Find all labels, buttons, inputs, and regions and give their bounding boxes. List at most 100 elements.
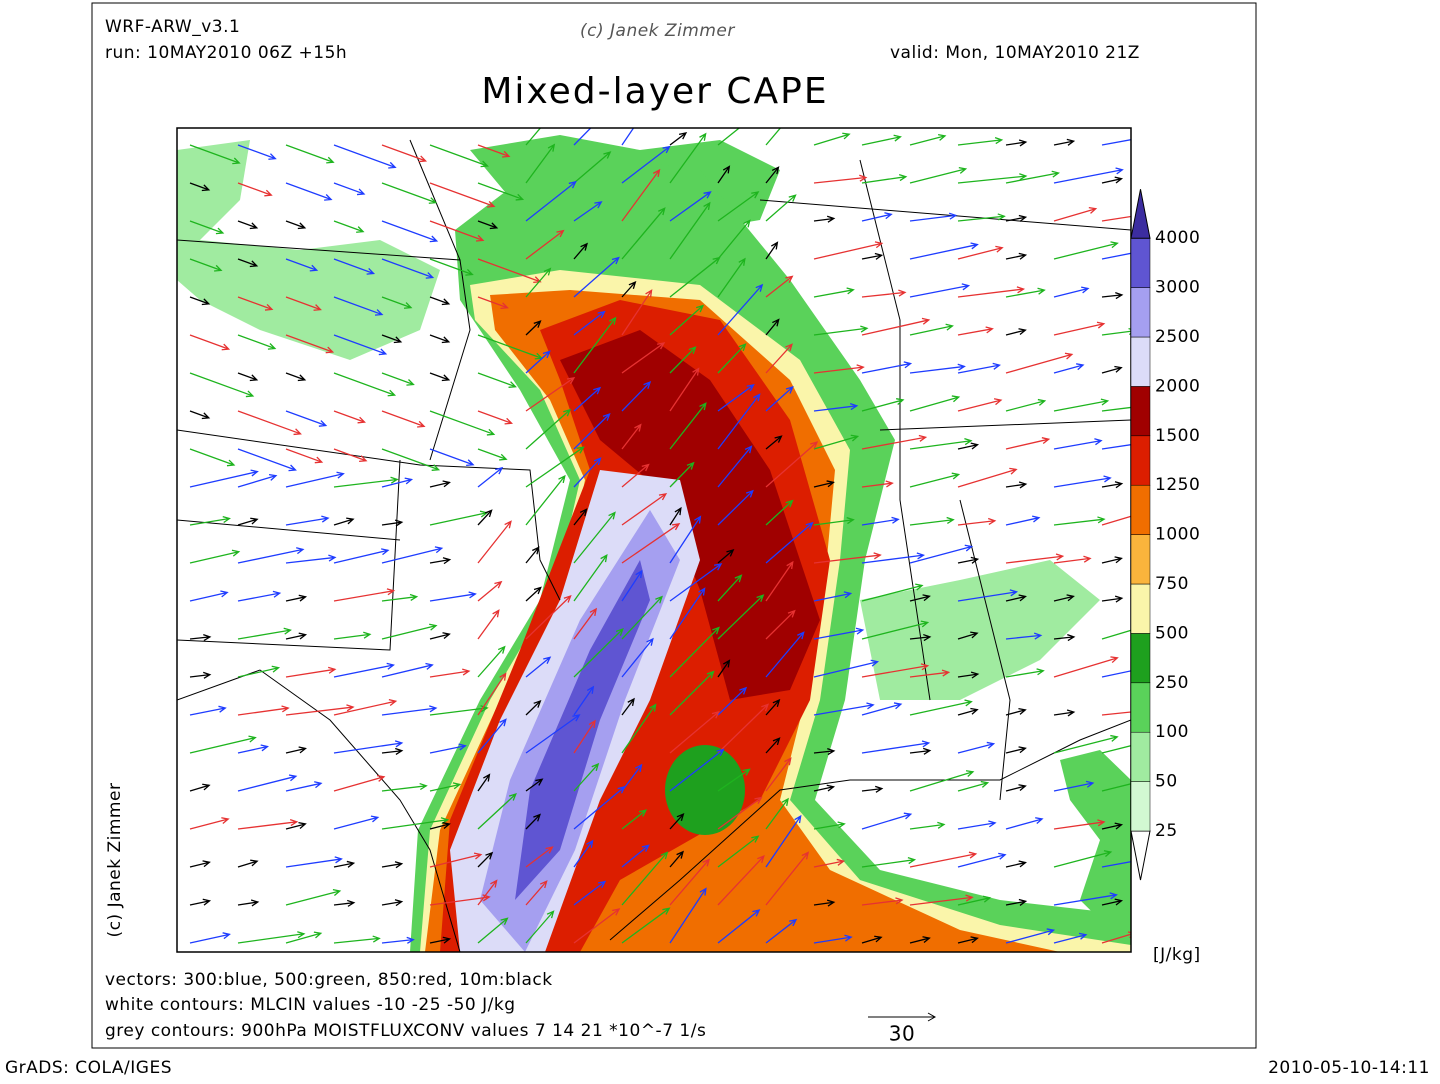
wind-arrow [381, 258, 435, 279]
wind-arrow [333, 410, 366, 424]
wind-arrow [861, 174, 908, 184]
wind-arrow [813, 627, 865, 640]
wind-arrow [765, 918, 798, 944]
wind-arrow [189, 182, 211, 192]
wind-arrow [669, 670, 715, 716]
wind-arrow [285, 471, 345, 488]
wind-arrow [1101, 515, 1131, 526]
wind-arrow [381, 182, 438, 204]
wind-arrow [381, 519, 404, 527]
colorbar-label: 1500 [1155, 426, 1200, 446]
wind-arrow [813, 784, 836, 792]
wind-arrow [429, 591, 477, 602]
valid-label: valid: Mon, 10MAY2010 21Z [890, 43, 1140, 63]
wind-arrow [717, 445, 753, 488]
wind-arrow [477, 879, 498, 906]
wind-arrow [813, 552, 882, 564]
wind-arrow [621, 522, 681, 564]
wind-arrow [429, 334, 451, 344]
wind-arrow [237, 818, 299, 830]
wind-arrow [429, 410, 496, 436]
wind-arrow [333, 258, 376, 275]
wind-arrow [765, 128, 782, 146]
wind-arrow [957, 467, 1018, 488]
wind-arrow [477, 448, 508, 461]
wind-arrow [1005, 817, 1044, 830]
wind-arrow [237, 931, 306, 944]
colorbar-band [1130, 781, 1151, 832]
wind-arrow [861, 516, 900, 526]
wind-arrow [381, 705, 438, 716]
wind-arrow [429, 557, 452, 565]
colorbar-band [1130, 583, 1151, 634]
wind-arrow [765, 318, 780, 336]
wind-arrow [333, 334, 388, 356]
wind-arrow [1053, 475, 1112, 488]
wind-arrow [957, 245, 1004, 260]
wind-arrow [669, 850, 684, 868]
wind-arrow [717, 343, 747, 374]
wind-arrow [765, 499, 794, 526]
wind-arrow [477, 580, 503, 602]
wind-arrow [237, 220, 259, 230]
wind-arrow [285, 372, 307, 382]
wind-arrow [669, 506, 682, 526]
wind-arrow [957, 707, 979, 716]
colorbar-label: 1000 [1155, 525, 1200, 545]
wind-arrow [909, 936, 931, 944]
wind-arrow [1005, 139, 1028, 147]
wind-arrow [957, 820, 997, 830]
wind-arrow [1053, 594, 1075, 602]
wind-arrow [573, 457, 602, 488]
wind-arrow [381, 334, 403, 344]
wind-arrow [621, 342, 666, 374]
wind-arrow [429, 668, 471, 678]
wind-arrow [765, 275, 794, 298]
wind-arrow [1053, 241, 1119, 260]
wind-arrow [813, 132, 851, 146]
wind-arrow [909, 544, 974, 564]
wind-arrow [477, 144, 511, 158]
wind-arrow [909, 166, 968, 184]
wind-arrow [477, 258, 542, 284]
wind-arrow [429, 144, 489, 168]
wind-arrow [669, 563, 723, 602]
wind-arrow [285, 822, 307, 830]
wind-arrow [669, 461, 695, 488]
wind-arrow [525, 586, 542, 602]
wind-arrow [429, 448, 475, 467]
wind-arrow [957, 589, 1019, 602]
wind-arrow [381, 623, 438, 640]
wind-arrow [285, 704, 355, 716]
map [176, 127, 1132, 953]
wind-arrow [765, 194, 797, 222]
wind-arrow [1005, 860, 1027, 868]
wind-arrow [477, 220, 499, 230]
colorbar-label: 4000 [1155, 228, 1200, 248]
wind-arrow [861, 361, 913, 374]
wind-arrow [1101, 595, 1124, 603]
wind-arrow [381, 593, 419, 602]
wind-arrow [909, 851, 978, 868]
wind-arrow [1005, 632, 1043, 640]
wind-arrow [861, 740, 931, 754]
wind-arrow [1101, 860, 1131, 868]
wind-arrow [1101, 365, 1123, 374]
wind-arrow [765, 609, 796, 640]
wind-arrow [189, 705, 227, 716]
wind-arrow [477, 645, 506, 678]
wind-arrow [957, 213, 1006, 222]
wind-arrow [1053, 363, 1085, 374]
wind-arrow [813, 934, 853, 944]
wind-arrow [813, 364, 865, 374]
wind-arrow [429, 480, 451, 488]
wind-arrow [717, 489, 754, 526]
wind-arrow [477, 466, 504, 488]
wind-arrow [717, 574, 743, 602]
wind-arrow [1101, 711, 1131, 716]
wind-arrow [957, 137, 1004, 146]
colorbar-band [1130, 386, 1151, 437]
wind-arrow [621, 128, 635, 146]
wind-arrow [189, 783, 211, 792]
wind-arrow [621, 637, 654, 678]
